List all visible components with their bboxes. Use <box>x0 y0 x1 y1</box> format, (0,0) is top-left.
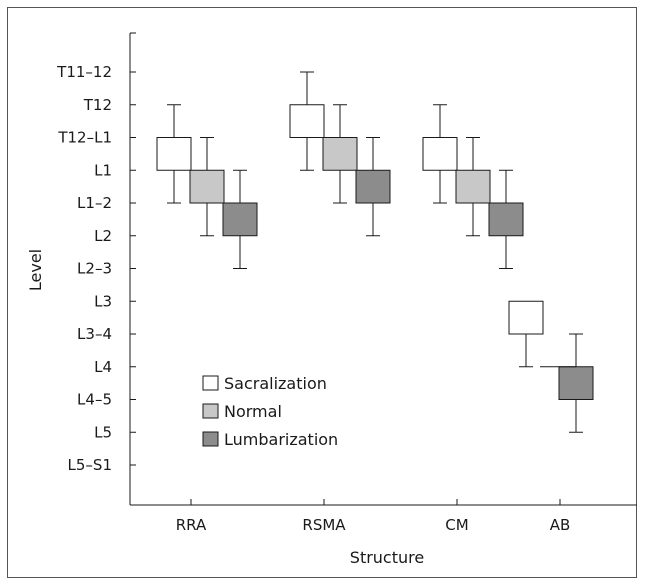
x-tick-label: RSMA <box>302 516 346 534</box>
box-lumbarization-cm <box>488 169 524 269</box>
y-tick-label: T12–L1 <box>57 129 112 147</box>
y-tick-label: L1 <box>94 161 112 179</box>
box-sacralization-cm <box>422 104 458 204</box>
box-body <box>355 169 391 204</box>
box-body <box>422 137 458 171</box>
legend-label: Sacralization <box>224 374 327 393</box>
y-tick-label: L2 <box>94 227 112 245</box>
legend-label: Lumbarization <box>224 430 338 449</box>
legend-swatch <box>202 431 219 447</box>
y-tick-label: T12 <box>83 96 112 114</box>
legend-swatch <box>202 375 219 391</box>
x-tick-label: CM <box>445 516 468 534</box>
y-tick-label: L4 <box>94 358 112 376</box>
box-body <box>222 202 258 237</box>
box-body <box>189 169 225 204</box>
box-sacralization-ab <box>508 300 544 368</box>
box-body <box>322 137 358 171</box>
x-tick-label: RRA <box>176 516 207 534</box>
box-body <box>488 202 524 237</box>
legend-swatch <box>202 403 219 419</box>
x-tick-label: AB <box>550 516 571 534</box>
box-body <box>508 300 544 335</box>
y-tick-label: L5–S1 <box>68 456 112 474</box>
box-sacralization-rsma <box>289 71 325 171</box>
box-lumbarization-rsma <box>355 137 391 237</box>
y-tick-label: L1–2 <box>77 194 112 212</box>
box-sacralization-rra <box>156 104 192 204</box>
y-tick-label: L2–3 <box>77 260 112 278</box>
box-normal-cm <box>455 137 491 237</box>
box-body <box>558 366 594 400</box>
box-normal-rsma <box>322 104 358 204</box>
box-lumbarization-ab <box>558 333 594 433</box>
box-body <box>455 169 491 204</box>
box-body <box>156 137 192 171</box>
y-tick-label: L3 <box>94 292 112 310</box>
box-lumbarization-rra <box>222 169 258 269</box>
box-normal-rra <box>189 137 225 237</box>
box-body <box>289 104 325 138</box>
y-axis-label: Level <box>26 249 45 291</box>
y-tick-label: L3–4 <box>77 325 112 343</box>
y-tick-label: T11–12 <box>56 63 112 81</box>
y-tick-label: L4–5 <box>77 391 112 409</box>
y-tick-label: L5 <box>94 423 112 441</box>
legend-label: Normal <box>224 402 282 421</box>
x-axis-label: Structure <box>350 548 424 567</box>
